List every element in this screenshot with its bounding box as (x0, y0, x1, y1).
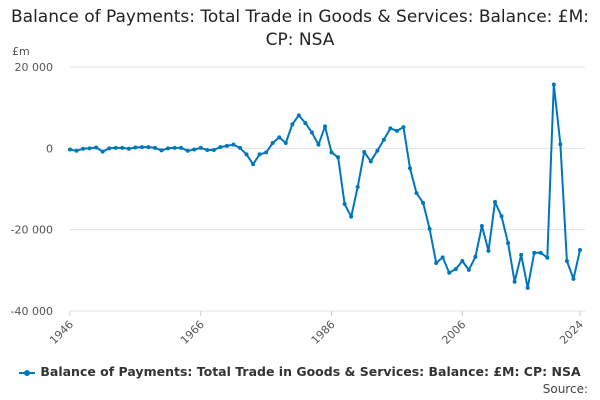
data-point (519, 252, 524, 257)
data-point (466, 267, 471, 272)
data-point (139, 145, 144, 150)
x-tick-label: 2024 (557, 318, 586, 347)
data-point (211, 147, 216, 152)
y-axis-label: £m (12, 45, 30, 58)
data-point (551, 82, 556, 87)
data-point (506, 241, 511, 246)
data-point (316, 142, 321, 147)
legend-label[interactable]: Balance of Payments: Total Trade in Good… (40, 364, 581, 379)
data-point (368, 159, 373, 164)
data-point (578, 248, 582, 252)
data-point (394, 128, 399, 133)
data-point (68, 147, 72, 152)
data-point (192, 147, 197, 152)
data-point (375, 148, 380, 153)
data-point (303, 121, 308, 126)
data-point (198, 145, 203, 150)
data-point (545, 255, 550, 260)
data-point (571, 276, 576, 281)
data-point (355, 184, 360, 189)
x-tick-label: 1986 (309, 318, 338, 347)
data-point (120, 145, 125, 150)
chart-title: Balance of Payments: Total Trade in Good… (10, 7, 589, 50)
data-point (224, 143, 229, 148)
data-point (107, 146, 112, 151)
data-point (166, 146, 171, 151)
data-point (159, 148, 164, 153)
data-point (381, 137, 386, 142)
data-point (493, 200, 497, 205)
data-point (146, 145, 151, 150)
y-tick-label: 20 000 (15, 61, 54, 74)
legend-swatch (19, 369, 36, 376)
data-point (408, 166, 412, 171)
data-point (153, 145, 157, 150)
x-tick-label: 1946 (47, 318, 76, 347)
x-tick-label: 2006 (439, 318, 468, 347)
data-point (388, 126, 393, 131)
data-point (525, 285, 530, 290)
data-point (290, 122, 295, 127)
data-point (323, 124, 327, 129)
data-point (499, 214, 504, 219)
data-point (172, 145, 177, 150)
data-point (81, 146, 86, 151)
data-point (277, 135, 282, 140)
data-point (564, 258, 569, 263)
data-point (414, 191, 419, 196)
data-point (453, 267, 458, 272)
data-point (512, 279, 517, 284)
y-tick-label: -40 000 (11, 305, 53, 318)
data-point (74, 148, 79, 153)
data-point (264, 150, 269, 155)
data-point (244, 152, 249, 157)
source-label: Source: (542, 382, 588, 396)
data-point (473, 254, 478, 259)
data-point (440, 255, 445, 260)
data-point (486, 248, 491, 253)
series-line (69, 83, 581, 289)
data-point (447, 270, 452, 275)
data-point (479, 224, 484, 229)
data-point (179, 145, 184, 150)
data-point (218, 145, 223, 150)
data-point (401, 125, 406, 130)
data-point (251, 162, 256, 167)
data-point (309, 130, 314, 135)
data-point (427, 226, 432, 231)
data-point (336, 155, 341, 160)
data-point (205, 147, 210, 152)
data-point (113, 145, 118, 150)
data-point (362, 149, 367, 154)
data-point (434, 261, 439, 266)
data-point (342, 202, 347, 207)
y-tick-label: 0 (46, 142, 53, 155)
data-point (460, 258, 465, 263)
data-point (185, 148, 190, 153)
data-point (87, 146, 92, 151)
data-point (421, 200, 426, 205)
data-point (133, 145, 138, 150)
data-point (349, 214, 354, 219)
y-tick-label: -20 000 (11, 224, 53, 237)
data-point (126, 146, 131, 151)
data-point (100, 149, 105, 154)
data-point (94, 145, 99, 150)
x-tick-label: 1966 (178, 318, 207, 347)
data-point (558, 142, 563, 147)
data-point (329, 150, 334, 155)
data-point (296, 113, 301, 118)
data-point (532, 250, 537, 255)
data-point (231, 142, 236, 147)
legend: Balance of Payments: Total Trade in Good… (0, 364, 600, 379)
data-point (538, 250, 543, 255)
data-point (283, 141, 288, 146)
data-point (257, 152, 262, 157)
data-point (238, 145, 242, 150)
data-point (270, 141, 275, 146)
